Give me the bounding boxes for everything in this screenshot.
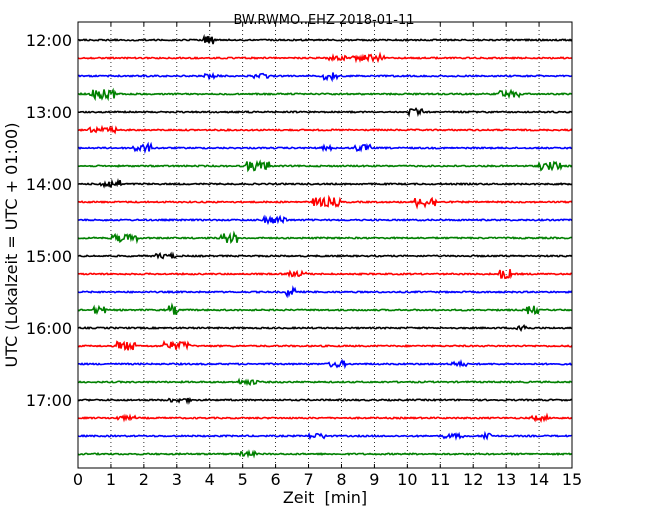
- x-axis-label: Zeit [min]: [283, 488, 367, 507]
- trace-23: [77, 449, 573, 459]
- x-tick-label-12: 12: [463, 470, 483, 489]
- y-tick-label-5: 17:00: [26, 391, 72, 410]
- trace-3: [77, 87, 573, 102]
- x-tick-label-0: 0: [73, 470, 83, 489]
- seismic-traces: [77, 33, 573, 459]
- x-tick-label-5: 5: [238, 470, 248, 489]
- trace-11: [77, 230, 573, 245]
- trace-4: [77, 107, 573, 118]
- trace-6: [77, 141, 573, 155]
- chart-title: BW.RWMO..EHZ 2018-01-11: [233, 13, 414, 28]
- trace-20: [77, 397, 573, 405]
- trace-15: [77, 302, 573, 316]
- x-tick-label-7: 7: [303, 470, 313, 489]
- trace-18: [77, 358, 573, 370]
- x-ticks: 0 1 2 3 4 5 6 7 8 9 10 11 12 13 14 15: [73, 22, 582, 489]
- trace-19: [77, 377, 573, 387]
- trace-22: [77, 430, 573, 441]
- trace-5: [77, 124, 573, 135]
- trace-0: [77, 33, 573, 45]
- trace-16: [77, 324, 573, 333]
- y-axis-label: UTC (Lokalzeit = UTC + 01:00): [2, 123, 21, 368]
- trace-9: [77, 194, 573, 210]
- trace-8: [77, 177, 573, 189]
- trace-2: [77, 71, 573, 83]
- trace-14: [77, 285, 573, 299]
- trace-13: [77, 269, 573, 280]
- y-tick-label-3: 15:00: [26, 247, 72, 266]
- x-tick-label-9: 9: [369, 470, 379, 489]
- y-tick-label-4: 16:00: [26, 319, 72, 338]
- x-tick-label-3: 3: [172, 470, 182, 489]
- y-tick-label-0: 12:00: [26, 31, 72, 50]
- x-tick-label-10: 10: [397, 470, 417, 489]
- x-tick-label-11: 11: [430, 470, 450, 489]
- x-tick-label-2: 2: [139, 470, 149, 489]
- y-tick-label-1: 13:00: [26, 103, 72, 122]
- y-ticks: 12:00 13:00 14:00 15:00 16:00 17:00: [26, 31, 572, 410]
- x-tick-label-8: 8: [336, 470, 346, 489]
- plot-frame: [77, 21, 573, 469]
- x-tick-label-14: 14: [529, 470, 549, 489]
- y-tick-label-2: 14:00: [26, 175, 72, 194]
- x-tick-label-15: 15: [562, 470, 582, 489]
- trace-1: [77, 51, 573, 64]
- trace-17: [77, 339, 573, 352]
- x-tick-label-1: 1: [106, 470, 116, 489]
- trace-21: [77, 412, 573, 423]
- trace-12: [77, 251, 573, 260]
- x-tick-label-13: 13: [496, 470, 516, 489]
- trace-7: [77, 159, 573, 173]
- trace-10: [77, 214, 573, 226]
- x-tick-label-6: 6: [271, 470, 281, 489]
- x-tick-label-4: 4: [205, 470, 215, 489]
